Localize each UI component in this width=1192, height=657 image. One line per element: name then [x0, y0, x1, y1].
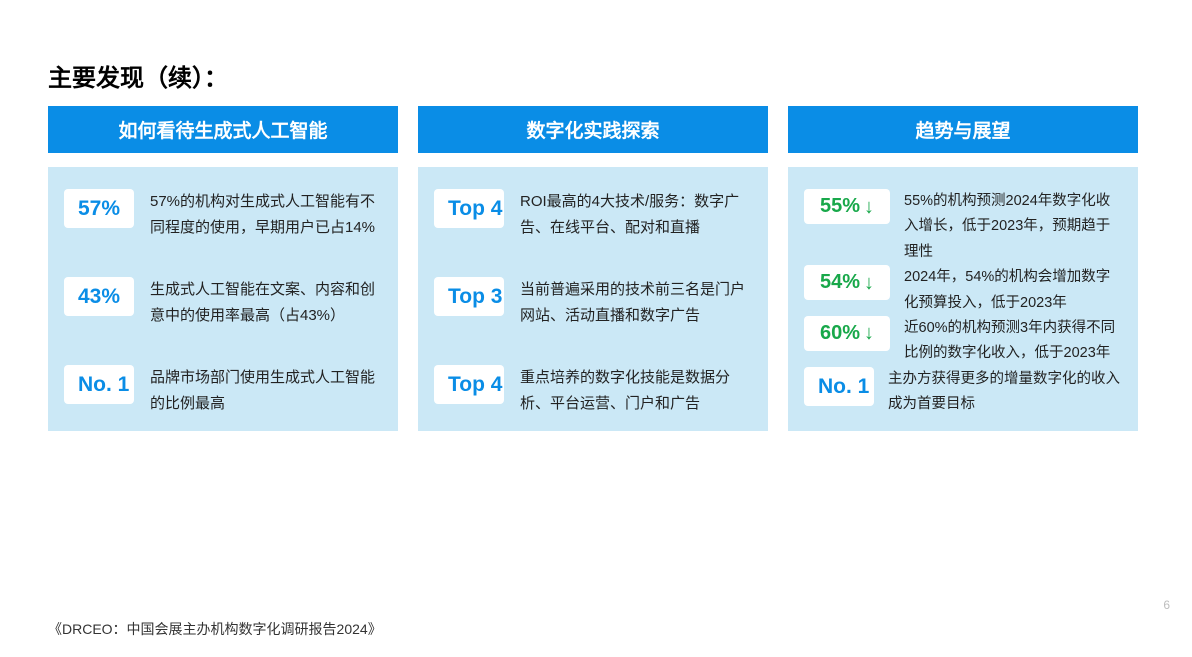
finding-item: 60% ↓ 近60%的机构预测3年内获得不同比例的数字化收入，低于2023年	[804, 316, 1122, 367]
stat-badge: No. 1	[64, 365, 134, 404]
stat-badge-green: 60% ↓	[804, 316, 890, 351]
finding-desc: 主办方获得更多的增量数字化的收入成为首要目标	[888, 367, 1122, 418]
down-arrow-icon: ↓	[864, 197, 874, 217]
badge-value: 60%	[820, 322, 860, 345]
finding-item: 43% 生成式人工智能在文案、内容和创意中的使用率最高（占43%）	[64, 277, 382, 330]
finding-item: Top 3 当前普遍采用的技术前三名是门户网站、活动直播和数字广告	[434, 277, 752, 330]
page-number: 6	[1163, 598, 1170, 612]
finding-item: No. 1 品牌市场部门使用生成式人工智能的比例最高	[64, 365, 382, 418]
finding-desc: 重点培养的数字化技能是数据分析、平台运营、门户和广告	[520, 365, 752, 418]
down-arrow-icon: ↓	[864, 323, 874, 343]
finding-item: 54% ↓ 2024年，54%的机构会增加数字化预算投入，低于2023年	[804, 265, 1122, 316]
finding-desc: 品牌市场部门使用生成式人工智能的比例最高	[150, 365, 382, 418]
stat-badge: No. 1	[804, 367, 874, 406]
column-body: Top 4 ROI最高的4大技术/服务：数字广告、在线平台、配对和直播 Top …	[418, 167, 768, 431]
stat-badge: Top 3	[434, 277, 504, 316]
column-body: 57% 57%的机构对生成式人工智能有不同程度的使用，早期用户已占14% 43%…	[48, 167, 398, 431]
page-title: 主要发现（续）：	[48, 58, 228, 93]
column-body: 55% ↓ 55%的机构预测2024年数字化收入增长，低于2023年，预期趋于理…	[788, 167, 1138, 431]
finding-item: 57% 57%的机构对生成式人工智能有不同程度的使用，早期用户已占14%	[64, 189, 382, 242]
finding-desc: ROI最高的4大技术/服务：数字广告、在线平台、配对和直播	[520, 189, 752, 242]
column-digital-practice: 数字化实践探索 Top 4 ROI最高的4大技术/服务：数字广告、在线平台、配对…	[418, 106, 768, 431]
down-arrow-icon: ↓	[864, 273, 874, 293]
badge-value: 55%	[820, 195, 860, 218]
finding-desc: 55%的机构预测2024年数字化收入增长，低于2023年，预期趋于理性	[904, 189, 1122, 265]
finding-desc: 近60%的机构预测3年内获得不同比例的数字化收入，低于2023年	[904, 316, 1122, 367]
stat-badge-green: 55% ↓	[804, 189, 890, 224]
footer-citation: 《DRCEO：中国会展主办机构数字化调研报告2024》	[48, 619, 382, 639]
finding-item: Top 4 重点培养的数字化技能是数据分析、平台运营、门户和广告	[434, 365, 752, 418]
finding-desc: 2024年，54%的机构会增加数字化预算投入，低于2023年	[904, 265, 1122, 316]
finding-desc: 当前普遍采用的技术前三名是门户网站、活动直播和数字广告	[520, 277, 752, 330]
stat-badge: 43%	[64, 277, 134, 316]
column-trends: 趋势与展望 55% ↓ 55%的机构预测2024年数字化收入增长，低于2023年…	[788, 106, 1138, 431]
stat-badge: 57%	[64, 189, 134, 228]
finding-item: Top 4 ROI最高的4大技术/服务：数字广告、在线平台、配对和直播	[434, 189, 752, 242]
stat-badge: Top 4	[434, 365, 504, 404]
finding-item: No. 1 主办方获得更多的增量数字化的收入成为首要目标	[804, 367, 1122, 418]
column-genai: 如何看待生成式人工智能 57% 57%的机构对生成式人工智能有不同程度的使用，早…	[48, 106, 398, 431]
finding-desc: 生成式人工智能在文案、内容和创意中的使用率最高（占43%）	[150, 277, 382, 330]
finding-desc: 57%的机构对生成式人工智能有不同程度的使用，早期用户已占14%	[150, 189, 382, 242]
column-header: 如何看待生成式人工智能	[48, 106, 398, 153]
column-header: 数字化实践探索	[418, 106, 768, 153]
badge-value: 54%	[820, 271, 860, 294]
stat-badge-green: 54% ↓	[804, 265, 890, 300]
finding-item: 55% ↓ 55%的机构预测2024年数字化收入增长，低于2023年，预期趋于理…	[804, 189, 1122, 265]
stat-badge: Top 4	[434, 189, 504, 228]
column-header: 趋势与展望	[788, 106, 1138, 153]
columns-container: 如何看待生成式人工智能 57% 57%的机构对生成式人工智能有不同程度的使用，早…	[48, 106, 1138, 431]
